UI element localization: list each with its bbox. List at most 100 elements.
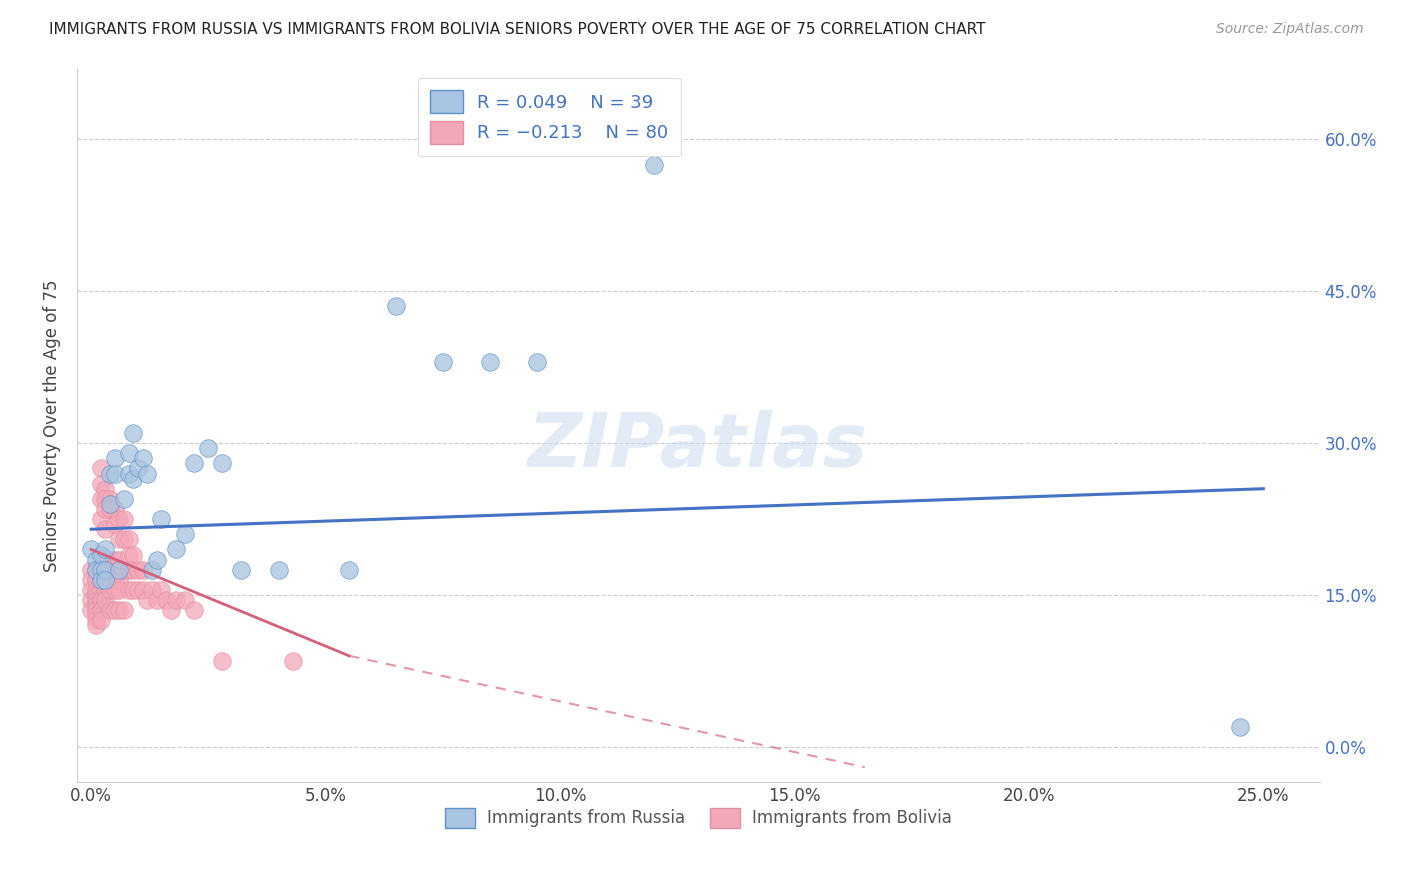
Point (84, 552, 107, 566)
Point (122, 472, 145, 486)
Point (94, 582, 117, 597)
Point (104, 451, 127, 466)
Point (146, 552, 169, 566)
Point (98, 497, 121, 511)
Point (94, 491, 117, 506)
Point (160, 603, 183, 617)
Point (84, 618, 107, 632)
Point (267, 563, 290, 577)
Point (174, 527, 197, 541)
Point (104, 563, 127, 577)
Point (90, 548, 112, 562)
Point (94, 593, 117, 607)
Point (90, 512, 112, 526)
Point (432, 355, 454, 369)
Point (98, 491, 121, 506)
Point (231, 563, 253, 577)
Point (90, 573, 112, 587)
Point (80, 542, 103, 557)
Point (80, 582, 103, 597)
Point (84, 588, 107, 602)
Point (104, 502, 127, 516)
Point (80, 563, 103, 577)
Point (141, 563, 163, 577)
Point (112, 533, 135, 547)
Point (94, 502, 117, 516)
Point (90, 603, 112, 617)
Point (94, 552, 117, 566)
Point (90, 461, 112, 475)
Point (90, 573, 112, 587)
Point (84, 582, 107, 597)
Point (150, 582, 173, 597)
Point (104, 552, 127, 566)
Point (211, 457, 233, 471)
Point (155, 593, 177, 607)
Point (84, 608, 107, 623)
Point (112, 491, 135, 506)
Point (98, 582, 121, 597)
Point (104, 603, 127, 617)
Point (118, 563, 141, 577)
Point (94, 563, 117, 577)
Point (118, 467, 141, 481)
Point (90, 491, 112, 506)
Point (183, 603, 205, 617)
Point (94, 573, 117, 587)
Point (122, 548, 145, 562)
Point (104, 573, 127, 587)
Y-axis label: Seniors Poverty Over the Age of 75: Seniors Poverty Over the Age of 75 (44, 279, 60, 572)
Point (150, 512, 173, 526)
Point (337, 563, 360, 577)
Point (183, 457, 205, 471)
Point (108, 512, 131, 526)
Point (84, 603, 107, 617)
Point (141, 582, 163, 597)
Point (80, 603, 103, 617)
Text: Source: ZipAtlas.com: Source: ZipAtlas.com (1216, 22, 1364, 37)
Point (118, 446, 141, 460)
Point (385, 300, 408, 314)
Point (112, 603, 135, 617)
Point (122, 563, 145, 577)
Point (165, 542, 187, 557)
Point (104, 582, 127, 597)
Point (197, 441, 219, 455)
Point (122, 425, 145, 440)
Point (108, 603, 131, 617)
Point (84, 613, 107, 627)
Point (174, 593, 197, 607)
Point (108, 533, 131, 547)
Point (84, 573, 107, 587)
Point (94, 522, 117, 536)
Point (112, 563, 135, 577)
Point (94, 542, 117, 557)
Point (90, 563, 112, 577)
Point (90, 563, 112, 577)
Point (132, 582, 155, 597)
Point (643, 158, 665, 172)
Point (84, 563, 107, 577)
Point (94, 482, 117, 496)
Point (118, 582, 141, 597)
Point (90, 476, 112, 491)
Point (80, 573, 103, 587)
Point (112, 512, 135, 526)
Point (90, 593, 112, 607)
Point (127, 563, 149, 577)
Point (104, 467, 127, 481)
Point (98, 603, 121, 617)
Point (104, 517, 127, 532)
Point (118, 548, 141, 562)
Point (98, 552, 121, 566)
Point (211, 654, 233, 668)
Point (108, 582, 131, 597)
Point (1229, 720, 1251, 734)
Point (127, 582, 149, 597)
Point (122, 582, 145, 597)
Point (84, 563, 107, 577)
Text: ZIPatlas: ZIPatlas (529, 410, 869, 483)
Point (136, 467, 159, 481)
Point (108, 573, 131, 587)
Point (94, 573, 117, 587)
